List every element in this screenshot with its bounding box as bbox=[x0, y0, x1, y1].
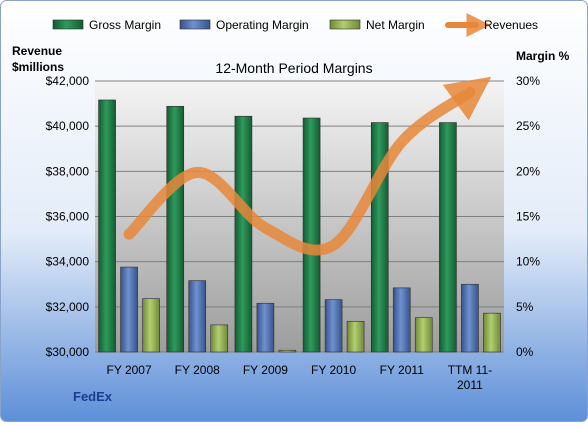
right-tick-label: 5% bbox=[516, 300, 534, 314]
legend-label-revenues: Revenues bbox=[484, 18, 538, 32]
category-label: FY 2007 bbox=[107, 363, 152, 377]
category-label: FY 2010 bbox=[311, 363, 356, 377]
legend-swatch-gross-margin bbox=[53, 20, 83, 29]
category-label: FY 2009 bbox=[243, 363, 288, 377]
right-tick-label: 25% bbox=[516, 119, 540, 133]
left-tick-label: $32,000 bbox=[46, 300, 90, 314]
bar-net-margin bbox=[143, 299, 160, 352]
bar-net-margin bbox=[279, 350, 296, 352]
right-tick-label: 0% bbox=[516, 345, 534, 359]
left-tick-label: $42,000 bbox=[46, 74, 90, 88]
bar-gross-margin bbox=[99, 100, 116, 352]
legend-label-operating-margin: Operating Margin bbox=[216, 18, 309, 32]
right-tick-label: 10% bbox=[516, 255, 540, 269]
left-axis-label-line1: Revenue bbox=[12, 44, 62, 58]
bar-operating-margin bbox=[325, 300, 342, 352]
bar-net-margin bbox=[211, 325, 228, 352]
bar-operating-margin bbox=[189, 281, 206, 352]
category-label: 2011 bbox=[457, 378, 483, 392]
category-label: TTM 11- bbox=[448, 363, 492, 377]
bar-operating-margin bbox=[121, 267, 138, 352]
right-tick-label: 15% bbox=[516, 210, 540, 224]
left-tick-label: $36,000 bbox=[46, 210, 90, 224]
bar-operating-margin bbox=[393, 288, 410, 352]
legend-label-gross-margin: Gross Margin bbox=[89, 18, 161, 32]
category-label: FY 2011 bbox=[380, 363, 425, 377]
left-tick-label: $40,000 bbox=[46, 119, 90, 133]
bar-net-margin bbox=[415, 318, 432, 352]
left-tick-label: $30,000 bbox=[46, 345, 90, 359]
right-tick-label: 30% bbox=[516, 74, 540, 88]
bar-gross-margin bbox=[235, 116, 252, 352]
legend-swatch-net-margin bbox=[330, 20, 360, 29]
chart-title: 12-Month Period Margins bbox=[215, 60, 372, 76]
legend-label-net-margin: Net Margin bbox=[366, 18, 425, 32]
category-label: FY 2008 bbox=[175, 363, 220, 377]
bar-operating-margin bbox=[257, 303, 274, 352]
company-label: FedEx bbox=[73, 389, 113, 404]
bar-gross-margin bbox=[167, 106, 184, 352]
bar-gross-margin bbox=[439, 123, 456, 352]
bar-net-margin bbox=[347, 321, 364, 352]
left-axis-label-line2: $millions bbox=[12, 60, 64, 74]
legend-swatch-operating-margin bbox=[180, 20, 210, 29]
bar-net-margin bbox=[483, 313, 500, 352]
bar-gross-margin bbox=[303, 118, 320, 352]
bar-operating-margin bbox=[461, 284, 478, 352]
right-tick-label: 20% bbox=[516, 164, 540, 178]
right-axis-label: Margin % bbox=[516, 49, 570, 63]
left-tick-label: $38,000 bbox=[46, 164, 90, 178]
left-tick-label: $34,000 bbox=[46, 255, 90, 269]
